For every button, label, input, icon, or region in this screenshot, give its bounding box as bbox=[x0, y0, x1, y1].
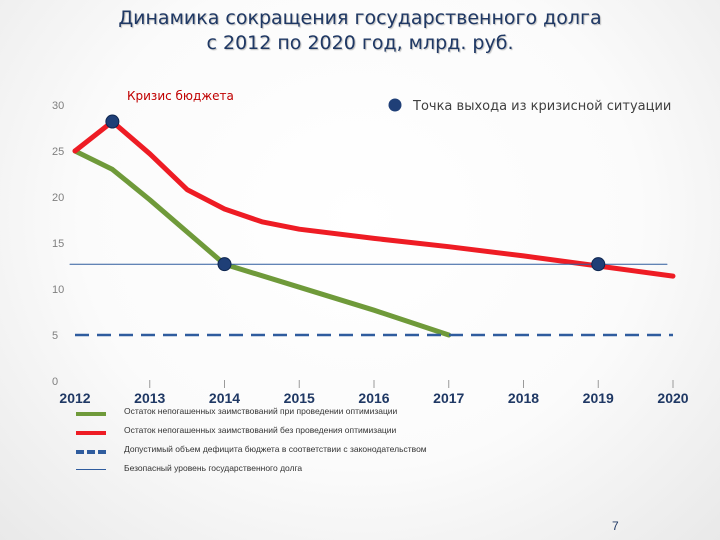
legend-swatch-thin-blue bbox=[76, 469, 106, 470]
legend-item-no-optimization: Остаток непогашенных заимствований без п… bbox=[76, 423, 636, 442]
y-tick-label-20: 20 bbox=[52, 192, 64, 204]
legend-label-no-optimization: Остаток непогашенных заимствований без п… bbox=[124, 425, 397, 435]
legend-label-deficit-limit: Допустимый объем дефицита бюджета в соот… bbox=[124, 444, 427, 454]
x-tick-label-2012: 2012 bbox=[59, 390, 90, 406]
optimized-line bbox=[72, 148, 452, 338]
x-tick-label-2016: 2016 bbox=[358, 390, 389, 406]
exit-point-marker-icon bbox=[388, 98, 402, 112]
x-tick-label-2018: 2018 bbox=[508, 390, 539, 406]
marker-layer bbox=[105, 114, 606, 272]
x-tick-label-2013: 2013 bbox=[134, 390, 165, 406]
legend-item-deficit-limit: Допустимый объем дефицита бюджета в соот… bbox=[76, 442, 636, 461]
chart-title: Динамика сокращения государственного дол… bbox=[0, 6, 720, 56]
y-tick-label-5: 5 bbox=[52, 330, 58, 342]
no-optimization-line bbox=[72, 119, 676, 279]
x-tick-label-2015: 2015 bbox=[284, 390, 315, 406]
annotation-exit-point: Точка выхода из кризисной ситуации bbox=[412, 99, 671, 114]
y-tick-label-25: 25 bbox=[52, 146, 64, 158]
x-tick-label-2017: 2017 bbox=[433, 390, 464, 406]
label-layer: Кризис бюджета Точка выхода из кризисной … bbox=[127, 89, 671, 114]
legend-label-safe-level: Безопасный уровень государственного долг… bbox=[124, 463, 303, 473]
legend-label-optimized: Остаток непогашенных заимствований при п… bbox=[124, 406, 398, 416]
annotation-crisis: Кризис бюджета bbox=[127, 89, 234, 103]
marker-3 bbox=[591, 257, 606, 272]
y-tick-label-10: 10 bbox=[52, 284, 64, 296]
x-tick-label-2014: 2014 bbox=[209, 390, 240, 406]
legend: Остаток непогашенных заимствований при п… bbox=[76, 404, 636, 480]
title-line-2: с 2012 по 2020 год, млрд. руб. bbox=[206, 32, 514, 54]
marker-2 bbox=[217, 257, 232, 272]
title-line-1: Динамика сокращения государственного дол… bbox=[118, 7, 602, 29]
y-tick-label-0: 0 bbox=[52, 376, 58, 388]
y-tick-label-15: 15 bbox=[52, 238, 64, 250]
legend-swatch-green bbox=[76, 412, 106, 416]
legend-item-safe-level: Безопасный уровень государственного долг… bbox=[76, 461, 636, 480]
series-layer bbox=[69, 119, 676, 338]
marker-1 bbox=[105, 114, 120, 129]
y-tick-label-30: 30 bbox=[52, 100, 64, 112]
legend-swatch-red bbox=[76, 431, 106, 435]
x-tick-label-2020: 2020 bbox=[657, 390, 688, 406]
legend-swatch-dashed-blue bbox=[76, 450, 106, 454]
legend-item-optimized: Остаток непогашенных заимствований при п… bbox=[76, 404, 636, 423]
page-number: 7 bbox=[612, 519, 619, 533]
x-tick-label-2019: 2019 bbox=[583, 390, 614, 406]
grid-layer: 0 5 10 15 20 25 30 2012 2013 2014 2015 2016 2017 2018… bbox=[52, 100, 689, 406]
